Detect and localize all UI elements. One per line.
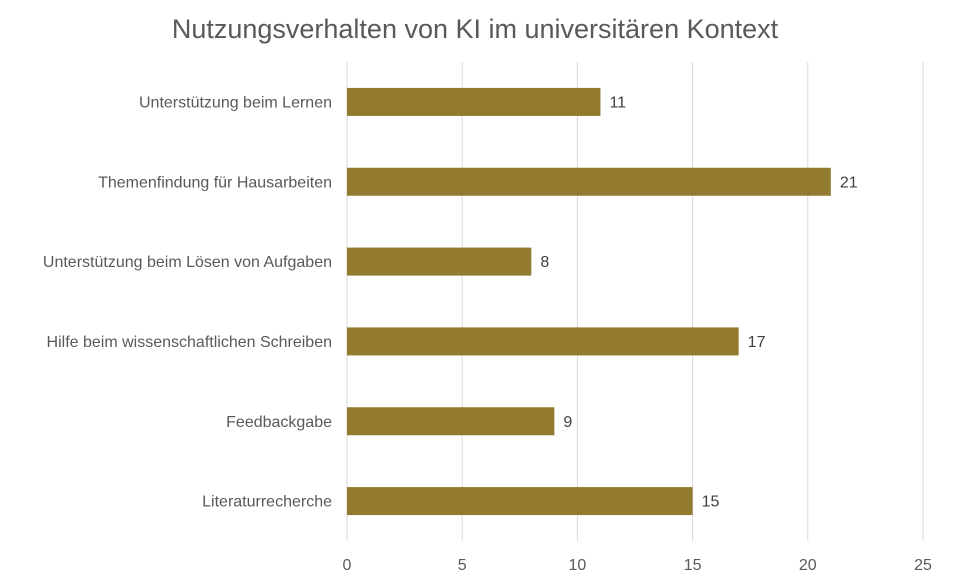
data-label: 11	[609, 94, 626, 111]
x-axis-ticks: 0 5 10 15 20 25	[343, 557, 932, 574]
category-label: Literaturrecherche	[202, 494, 332, 511]
data-labels: 11 21 8 17 9 15	[540, 94, 857, 510]
bar	[347, 167, 831, 196]
category-label: Unterstützung beim Lernen	[139, 94, 332, 111]
x-tick-label: 15	[684, 557, 702, 574]
category-label: Hilfe beim wissenschaftlichen Schreiben	[47, 334, 332, 351]
data-label: 8	[540, 254, 549, 271]
category-labels: Unterstützung beim Lernen Themenfindung f…	[43, 94, 332, 510]
category-label: Themenfindung für Hausarbeiten	[98, 174, 332, 191]
x-tick-label: 10	[569, 557, 587, 574]
x-tick-label: 20	[799, 557, 817, 574]
bar	[347, 87, 601, 116]
bar	[347, 407, 555, 436]
data-label: 21	[840, 174, 858, 191]
data-label: 9	[563, 414, 572, 431]
gridlines	[346, 62, 924, 541]
x-tick-label: 0	[343, 557, 352, 574]
category-label: Feedbackgabe	[226, 414, 332, 431]
bar	[347, 247, 532, 276]
bar	[347, 487, 693, 516]
data-label: 17	[748, 334, 766, 351]
chart-title: Nutzungsverhalten von KI im universitäre…	[172, 14, 779, 44]
x-tick-label: 25	[914, 557, 932, 574]
bar	[347, 327, 739, 356]
data-label: 15	[702, 494, 720, 511]
x-tick-label: 5	[458, 557, 467, 574]
bars	[347, 87, 831, 516]
category-label: Unterstützung beim Lösen von Aufgaben	[43, 254, 332, 271]
